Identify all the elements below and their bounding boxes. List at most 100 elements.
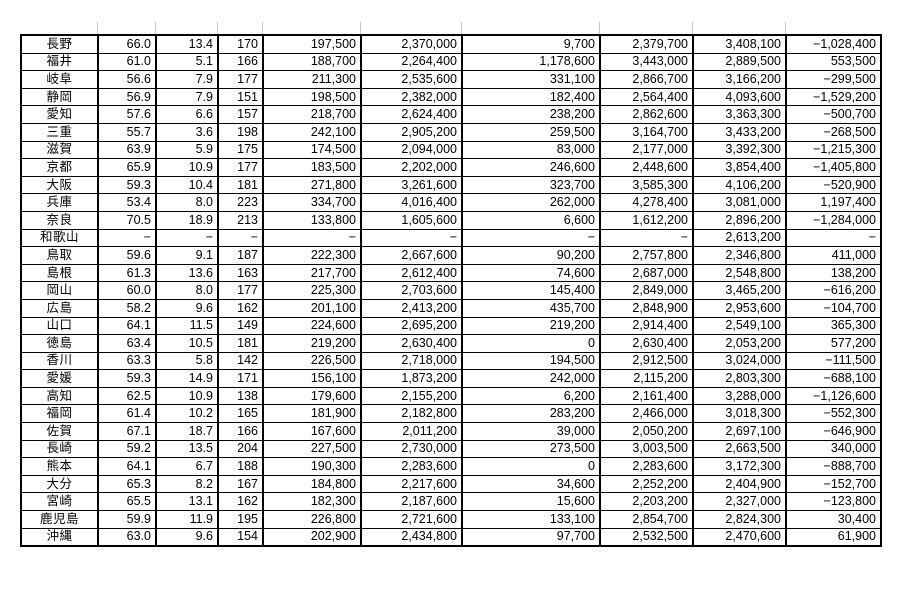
cell-total: 2,914,400 [600,316,694,336]
cell-rate-1: 58.2 [98,298,157,318]
cell-prefecture: 山口 [21,316,99,336]
cell-amount-1: 225,300 [263,281,362,300]
cell-prefecture: 沖縄 [21,527,99,547]
table-row[interactable]: 京都 65.9 10.9 177 183,500 2,202,000 246,600 2,44… [21,158,881,177]
cell-reference: 2,053,200 [693,334,787,353]
cell-difference: − [786,228,881,248]
cell-difference: −1,028,400 [786,34,881,54]
cell-prefecture: 香川 [21,351,99,371]
cell-amount-1: 133,800 [263,210,362,230]
cell-total: 2,379,700 [600,34,694,54]
cell-prefecture: 岐阜 [21,70,99,89]
cell-total: 2,050,200 [600,422,694,441]
table-row[interactable]: 三重 55.7 3.6 198 242,100 2,905,200 259,500 3,164… [21,122,881,142]
table-row[interactable]: 大阪 59.3 10.4 181 271,800 3,261,600 323,700 3,58… [21,175,881,195]
cell-difference: −688,100 [786,369,881,388]
cell-difference: −616,200 [786,281,881,300]
cell-rate-2: 18.7 [156,422,219,441]
table-row[interactable]: 長野 66.0 13.4 170 197,500 2,370,000 9,700 2,379,… [21,34,881,54]
cell-total: 2,912,500 [600,351,694,371]
cell-prefecture: 愛媛 [21,369,99,388]
table-row[interactable]: 香川 63.3 5.8 142 226,500 2,718,000 194,500 2,912… [21,351,881,371]
table-row[interactable]: 大分 65.3 8.2 167 184,800 2,217,600 34,600 2,252,… [21,474,881,494]
cell-amount-3: 6,600 [462,210,601,230]
table-row[interactable]: 鹿児島 59.9 11.9 195 226,800 2,721,600 133,100 2,8… [21,510,881,529]
cell-reference: 2,889,500 [693,52,787,72]
cell-amount-3: 262,000 [462,193,601,212]
table-row[interactable]: 長崎 59.2 13.5 204 227,500 2,730,000 273,500 3,00… [21,439,881,459]
cell-count: 177 [218,158,264,177]
cell-amount-2: 2,283,600 [361,457,463,476]
table-row[interactable]: 岡山 60.0 8.0 177 225,300 2,703,600 145,400 2,849… [21,281,881,300]
cell-rate-2: 5.9 [156,140,219,160]
table-row[interactable]: 宮崎 65.5 13.1 162 182,300 2,187,600 15,600 2,203… [21,492,881,512]
cell-amount-1: 188,700 [263,52,362,72]
cell-prefecture: 福井 [21,52,99,72]
table-row[interactable]: 佐賀 67.1 18.7 166 167,600 2,011,200 39,000 2,050… [21,422,881,441]
cell-count: 198 [218,122,264,142]
cell-amount-2: 2,695,200 [361,316,463,336]
table-row[interactable]: 滋賀 63.9 5.9 175 174,500 2,094,000 83,000 2,177,… [21,140,881,160]
cell-amount-2: 4,016,400 [361,193,463,212]
cell-count: 175 [218,140,264,160]
cell-difference: −500,700 [786,105,881,124]
table-row[interactable]: 奈良 70.5 18.9 213 133,800 1,605,600 6,600 1,612,… [21,210,881,230]
table-row[interactable]: 兵庫 53.4 8.0 223 334,700 4,016,400 262,000 4,278… [21,193,881,212]
cell-rate-2: 8.2 [156,474,219,494]
cell-reference: 2,697,100 [693,422,787,441]
cell-amount-1: 179,600 [263,386,362,406]
table-row[interactable]: 広島 58.2 9.6 162 201,100 2,413,200 435,700 2,848… [21,298,881,318]
cell-count: 162 [218,298,264,318]
cell-rate-2: 8.0 [156,281,219,300]
cell-amount-3: 39,000 [462,422,601,441]
table-row[interactable]: 沖縄 63.0 9.6 154 202,900 2,434,800 97,700 2,532,… [21,527,881,547]
cell-amount-3: 246,600 [462,158,601,177]
cell-total: 3,164,700 [600,122,694,142]
cell-amount-2: 2,264,400 [361,52,463,72]
table-row[interactable]: 山口 64.1 11.5 149 224,600 2,695,200 219,200 2,91… [21,316,881,336]
cell-amount-2: 2,535,600 [361,70,463,89]
cell-amount-3: 273,500 [462,439,601,459]
cell-difference: −299,500 [786,70,881,89]
cell-count: 157 [218,105,264,124]
table-row[interactable]: 和歌山 − − − − − − −2,613,200− [21,228,881,248]
cell-rate-1: 61.4 [98,404,157,424]
cell-total: 2,448,600 [600,158,694,177]
cell-count: 195 [218,510,264,529]
cell-amount-2: 2,721,600 [361,510,463,529]
table-row[interactable]: 静岡 56.9 7.9 151 198,500 2,382,000 182,400 2,564… [21,87,881,107]
cell-total: 3,003,500 [600,439,694,459]
table-row[interactable]: 福井 61.0 5.1 166 188,700 2,264,400 1,178,600 3,4… [21,52,881,72]
table-row[interactable]: 島根 61.3 13.6 163 217,700 2,612,400 74,600 2,687… [21,263,881,283]
cell-rate-2: 14.9 [156,369,219,388]
cell-rate-2: 10.5 [156,334,219,353]
cell-prefecture: 長崎 [21,439,99,459]
cell-rate-1: 62.5 [98,386,157,406]
cell-rate-2: 5.1 [156,52,219,72]
cell-rate-2: 10.2 [156,404,219,424]
table-row[interactable]: 鳥取 59.6 9.1 187 222,300 2,667,600 90,200 2,757,… [21,246,881,265]
cell-difference: −520,900 [786,175,881,195]
cell-amount-1: 201,100 [263,298,362,318]
table-row[interactable]: 愛知 57.6 6.6 157 218,700 2,624,400 238,200 2,862… [21,105,881,124]
cell-amount-2: 2,730,000 [361,439,463,459]
cell-reference: 3,172,300 [693,457,787,476]
table-row[interactable]: 愛媛 59.3 14.9 171 156,100 1,873,200 242,000 2,11… [21,369,881,388]
cell-amount-3: 0 [462,457,601,476]
cell-amount-2: 2,667,600 [361,246,463,265]
prefecture-statistics-table: 長野 66.0 13.4 170 197,500 2,370,000 9,700 2,379,… [20,34,882,548]
cell-reference: 2,803,300 [693,369,787,388]
table-row[interactable]: 福岡 61.4 10.2 165 181,900 2,182,800 283,200 2,46… [21,404,881,424]
cell-amount-3: 34,600 [462,474,601,494]
cell-rate-1: 60.0 [98,281,157,300]
table-row[interactable]: 岐阜 56.6 7.9 177 211,300 2,535,600 331,100 2,866… [21,70,881,89]
cell-amount-1: 222,300 [263,246,362,265]
cell-amount-3: 238,200 [462,105,601,124]
table-row[interactable]: 高知 62.5 10.9 138 179,600 2,155,200 6,200 2,161,… [21,386,881,406]
cell-rate-1: − [98,228,157,248]
table-row[interactable]: 徳島 63.4 10.5 181 219,200 2,630,400 0 2,630,400 2… [21,334,881,353]
table-row[interactable]: 熊本 64.1 6.7 188 190,300 2,283,600 0 2,283,600 3,… [21,457,881,476]
cell-prefecture: 滋賀 [21,140,99,160]
cell-difference: −1,284,000 [786,210,881,230]
cell-amount-2: − [361,228,463,248]
